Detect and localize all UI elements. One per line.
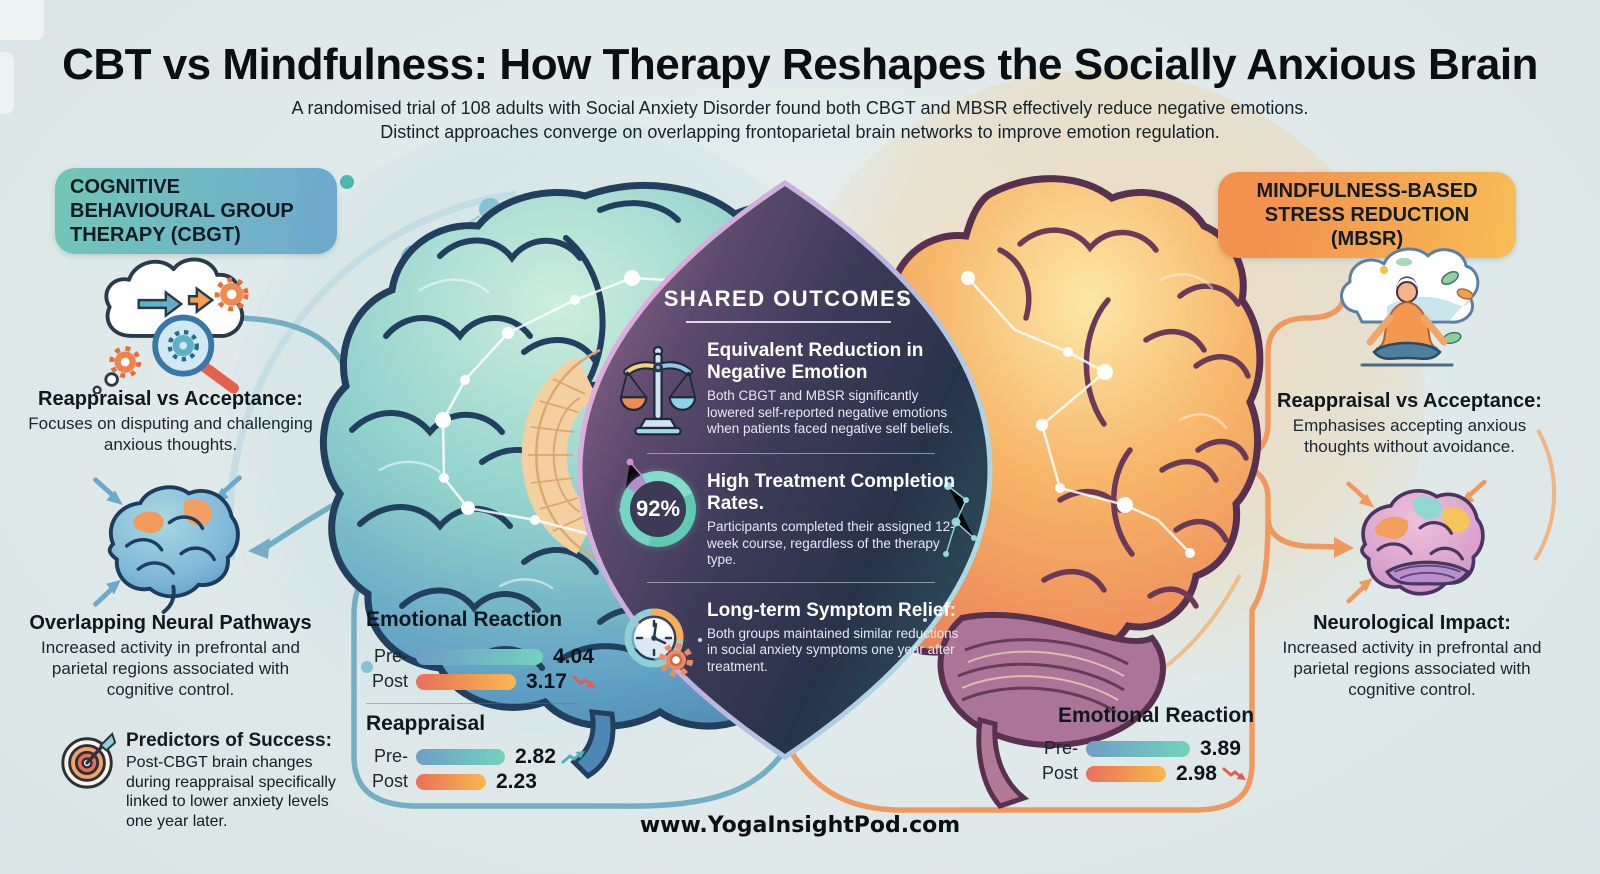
cbgt-item-pathways: Overlapping Neural Pathways Increased ac… [28, 612, 313, 700]
page-title: CBT vs Mindfulness: How Therapy Reshapes… [62, 40, 1538, 89]
bar-label: Pre- [1043, 738, 1078, 758]
mbsr-item-heading: Reappraisal vs Acceptance: [1277, 390, 1542, 412]
mbsr-item-neurological: Neurological Impact: Increased activity … [1272, 612, 1552, 700]
outcome-heading: Long-term Symptom Relief: [707, 599, 957, 621]
cbgt-item-heading: Reappraisal vs Acceptance: [38, 388, 303, 410]
outcome-body: Both CBGT and MBSR significantly lowered… [707, 388, 954, 436]
chart-row: Pre- 3.89 [1034, 736, 1248, 761]
bar-label: Pre- [373, 646, 408, 666]
cbgt-emotional-chart-title: Emotional Reaction [366, 608, 563, 631]
bar-value: 3.89 [1200, 736, 1241, 760]
bar-value: 4.04 [553, 644, 594, 668]
chart-row: Post 2.23 [364, 769, 587, 794]
outcome-completion-rate: 92% High Treatment Completion Rates. Par… [617, 471, 959, 569]
bar-label: Post [371, 771, 408, 791]
chart-row: Pre- 4.04 [364, 644, 598, 669]
pre-bar [1086, 740, 1190, 757]
subtitle-line-1: A randomised trial of 108 adults with So… [291, 98, 1309, 118]
subtitle-line-2: Distinct approaches converge on overlapp… [380, 122, 1220, 142]
pre-bar [416, 748, 505, 765]
mbsr-item-body: Increased activity in prefrontal and par… [1282, 638, 1542, 699]
corner-decoration [0, 52, 14, 114]
outcome-divider [647, 581, 935, 583]
title-underline [685, 321, 891, 323]
cbgt-item-predictors: Predictors of Success: Post-CBGT brain c… [58, 730, 338, 831]
post-bar [416, 773, 486, 790]
post-bar [416, 673, 516, 690]
cbgt-item-heading: Overlapping Neural Pathways [29, 612, 312, 634]
bar-value: 3.17 [526, 669, 567, 693]
balance-scales-icon [620, 345, 696, 436]
cbgt-item-body: Post-CBGT brain changes during reapprais… [126, 754, 336, 830]
mbsr-item-reappraisal: Reappraisal vs Acceptance: Emphasises ac… [1262, 390, 1557, 457]
brain-arrows-icon [93, 475, 242, 614]
mbsr-emotional-chart-title: Emotional Reaction [1058, 704, 1255, 727]
cbgt-item-body: Increased activity in prefrontal and par… [41, 638, 300, 699]
cbgt-item-reappraisal: Reappraisal vs Acceptance: Focuses on di… [28, 388, 313, 455]
chart-row: Post 2.98 [1034, 761, 1248, 786]
outcome-heading: High Treatment Completion Rates. [707, 471, 956, 514]
mbsr-item-body: Emphasises accepting anxious thoughts wi… [1292, 416, 1527, 456]
cbgt-reappraisal-chart-title: Reappraisal [366, 712, 486, 735]
cbgt-item-heading: Predictors of Success: [126, 730, 332, 751]
cbgt-reappraisal-chart: Pre- 2.82 Post 2.23 [364, 744, 587, 794]
bar-label: Post [371, 671, 408, 691]
bar-label: Post [1041, 763, 1078, 783]
corner-decoration [0, 0, 44, 40]
stats-divider [366, 703, 578, 704]
chart-row: Post 3.17 [364, 669, 598, 694]
outcome-equivalent-reduction: Equivalent Reduction in Negative Emotion… [617, 340, 959, 440]
mbsr-emotional-chart: Pre- 3.89 Post 2.98 [1034, 736, 1248, 786]
cbgt-badge: COGNITIVE BEHAVIOURAL GROUP THERAPY (CBG… [55, 168, 337, 254]
trend-down-icon [1222, 767, 1246, 780]
mbsr-badge: MINDFULNESS-BASED STRESS REDUCTION (MBSR… [1218, 172, 1516, 258]
outcome-body: Both groups maintained similar reduction… [707, 625, 959, 674]
outcome-heading: Equivalent Reduction in Negative Emotion [707, 340, 924, 383]
page-subtitle: A randomised trial of 108 adults with So… [0, 96, 1600, 144]
completion-donut: 92% [620, 471, 696, 547]
post-bar [1086, 765, 1166, 782]
bar-value: 2.98 [1176, 761, 1217, 785]
trend-down-icon [572, 675, 596, 688]
brain-arrows-icon [1346, 479, 1487, 604]
target-icon [61, 732, 117, 789]
bar-value: 2.82 [515, 744, 556, 768]
pre-bar [416, 648, 543, 665]
chart-row: Pre- 2.82 [364, 744, 587, 769]
thought-cloud-magnifier-icon [92, 257, 249, 394]
meditating-person-icon [1340, 247, 1480, 367]
cbgt-emotional-chart: Pre- 4.04 Post 3.17 [364, 644, 598, 694]
website-url: www.YogaInsightPod.com [639, 813, 961, 838]
bar-label: Pre- [373, 746, 408, 766]
clock-gear-icon [624, 608, 693, 677]
shared-outcomes-panel: SHARED OUTCOMES [617, 286, 959, 682]
cbgt-item-body: Focuses on disputing and challenging anx… [28, 414, 313, 454]
trend-up-icon [561, 750, 585, 763]
outcome-longterm-relief: Long-term Symptom Relief: Both groups ma… [617, 600, 959, 682]
outcome-divider [647, 453, 935, 454]
shared-outcomes-title: SHARED OUTCOMES [663, 286, 913, 311]
outcome-body: Participants completed their assigned 12… [707, 519, 955, 567]
completion-percentage: 92% [635, 496, 681, 521]
mbsr-item-heading: Neurological Impact: [1313, 612, 1511, 634]
bar-value: 2.23 [496, 769, 537, 793]
